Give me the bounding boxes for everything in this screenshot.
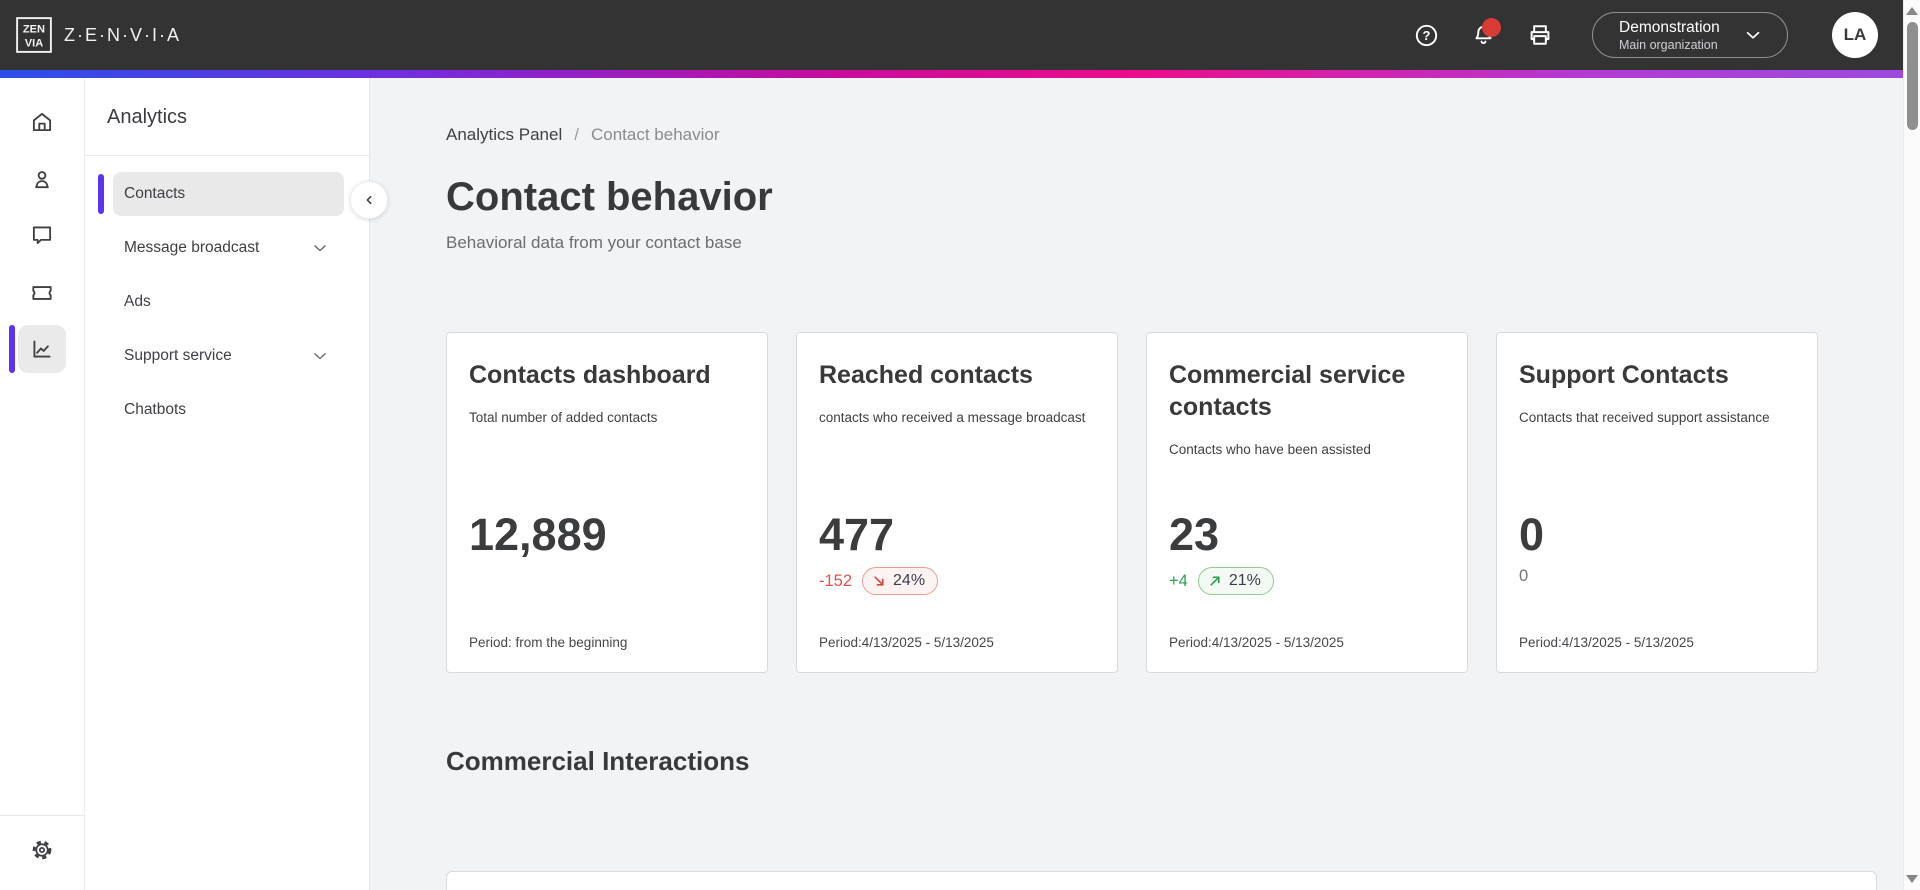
card-value: 0 (1519, 509, 1545, 560)
chevron-down-icon (1746, 31, 1760, 39)
sidebar-item-settings[interactable] (18, 826, 66, 874)
subnav-menu: Contacts Message broadcast Ads Support s… (85, 172, 369, 432)
sidebar-item-conversations[interactable] (18, 211, 66, 259)
trend-down-icon (874, 575, 884, 586)
card-period: Period: from the beginning (469, 635, 628, 650)
card-title: Contacts dashboard (469, 361, 711, 389)
breadcrumb-separator: / (574, 125, 579, 144)
delta-value: 0 (1519, 567, 1529, 585)
badge-percent: 24% (893, 572, 926, 589)
delta-value: +4 (1169, 571, 1188, 590)
notifications-button[interactable] (1463, 15, 1503, 55)
breadcrumb-current: Contact behavior (590, 125, 720, 144)
analytics-icon (33, 340, 51, 358)
card-description: Contacts that received support assistanc… (1519, 410, 1770, 425)
section-heading-commercial-interactions: Commercial Interactions (446, 746, 750, 776)
subnav-item-message-broadcast[interactable]: Message broadcast (113, 226, 344, 270)
brand-gradient-bar (0, 70, 1903, 78)
chevron-down-icon (310, 346, 330, 366)
trend-up-icon (1210, 575, 1220, 586)
card-contacts-dashboard: Contacts dashboard Total number of added… (446, 332, 768, 673)
page-title: Contact behavior (446, 175, 773, 219)
trend-badge-negative: 24% (862, 567, 939, 595)
card-period: Period:4/13/2025 - 5/13/2025 (1519, 635, 1694, 650)
main-content: Analytics Panel / Contact behavior Conta… (370, 78, 1903, 890)
home-icon (32, 112, 52, 132)
rail-divider (0, 815, 84, 816)
card-commercial-service-contacts: Commercial service contacts Contacts who… (1146, 332, 1468, 673)
topbar-actions: ? Demonstration Main (1389, 12, 1878, 58)
card-description: Total number of added contacts (469, 410, 658, 425)
trend-badge-positive: 21% (1197, 567, 1274, 595)
subnav-item-support-service[interactable]: Support service (113, 334, 344, 378)
scrollbar-up-arrow[interactable] (1906, 7, 1918, 15)
card-value: 12,889 (469, 509, 607, 560)
print-icon (1530, 25, 1550, 45)
print-button[interactable] (1520, 15, 1560, 55)
brand-wordmark: Z·E·N·V·I·A (64, 24, 181, 45)
card-delta: -152 24% (819, 567, 939, 595)
analytics-subnav: Analytics Contacts Message broadcast Ads (85, 78, 388, 890)
card-title: Reached contacts (819, 361, 1033, 389)
card-period: Period:4/13/2025 - 5/13/2025 (819, 635, 994, 650)
organization-selector[interactable]: Demonstration Main organization (1592, 12, 1788, 58)
contacts-icon (35, 171, 49, 189)
topbar: ZEN VIA Z·E·N·V·I·A ? (0, 0, 1903, 70)
card-value: 477 (819, 509, 895, 560)
brand-logo[interactable]: ZEN VIA Z·E·N·V·I·A (15, 16, 181, 54)
card-reached-contacts: Reached contacts contacts who received a… (796, 332, 1118, 673)
icon-rail (0, 78, 85, 890)
card-title: Support Contacts (1519, 361, 1729, 389)
notification-badge (1482, 18, 1501, 37)
sidebar-item-contacts[interactable] (18, 156, 66, 204)
vertical-scrollbar (1903, 0, 1920, 890)
breadcrumb-analytics-panel[interactable]: Analytics Panel (446, 125, 563, 144)
delta-value: -152 (819, 571, 853, 590)
rail-active-indicator (9, 325, 15, 373)
subnav-title: Analytics (107, 106, 188, 128)
subnav-divider (85, 155, 369, 156)
organization-sub: Main organization (1619, 37, 1718, 52)
zenvia-logo-icon: ZEN VIA (16, 17, 52, 53)
help-icon: ? (1415, 24, 1437, 46)
page-subtitle: Behavioral data from your contact base (446, 233, 742, 252)
svg-text:ZEN: ZEN (23, 23, 45, 35)
subnav-item-ads[interactable]: Ads (124, 293, 151, 310)
card-description: Contacts who have been assisted (1169, 442, 1371, 457)
commercial-interactions-card (446, 871, 1877, 890)
scrollbar-down-arrow[interactable] (1906, 875, 1918, 883)
help-button[interactable]: ? (1406, 15, 1446, 55)
svg-text:?: ? (1422, 28, 1430, 43)
badge-percent: 21% (1228, 572, 1261, 589)
settings-icon (32, 840, 52, 860)
card-delta: 0 (1519, 567, 1538, 586)
card-support-contacts: Support Contacts Contacts that received … (1496, 332, 1818, 673)
subnav-item-contacts[interactable]: Contacts (98, 172, 344, 216)
sidebar-item-analytics[interactable] (18, 325, 66, 373)
card-value: 23 (1169, 509, 1220, 560)
chevron-left-icon (366, 195, 372, 205)
svg-text:VIA: VIA (25, 38, 43, 50)
ticket-icon (32, 286, 52, 300)
sidebar-item-home[interactable] (18, 98, 66, 146)
chevron-down-icon (310, 238, 330, 258)
collapse-panel-button[interactable] (350, 181, 388, 219)
card-title: Commercial service contacts (1169, 361, 1406, 421)
scrollbar-thumb[interactable] (1907, 22, 1918, 130)
card-description: contacts who received a message broadcas… (819, 410, 1086, 425)
shell: Analytics Contacts Message broadcast Ads (0, 78, 1903, 890)
sidebar-item-campaigns[interactable] (18, 269, 66, 317)
organization-name: Demonstration (1619, 18, 1720, 36)
chat-icon (32, 226, 52, 245)
card-delta: +4 21% (1169, 567, 1274, 595)
subnav-item-chatbots[interactable]: Chatbots (124, 401, 187, 418)
user-avatar[interactable]: LA (1832, 12, 1878, 58)
breadcrumb: Analytics Panel / Contact behavior (446, 125, 1903, 145)
card-period: Period:4/13/2025 - 5/13/2025 (1169, 635, 1344, 650)
stat-cards-row: Contacts dashboard Total number of added… (446, 332, 1903, 673)
